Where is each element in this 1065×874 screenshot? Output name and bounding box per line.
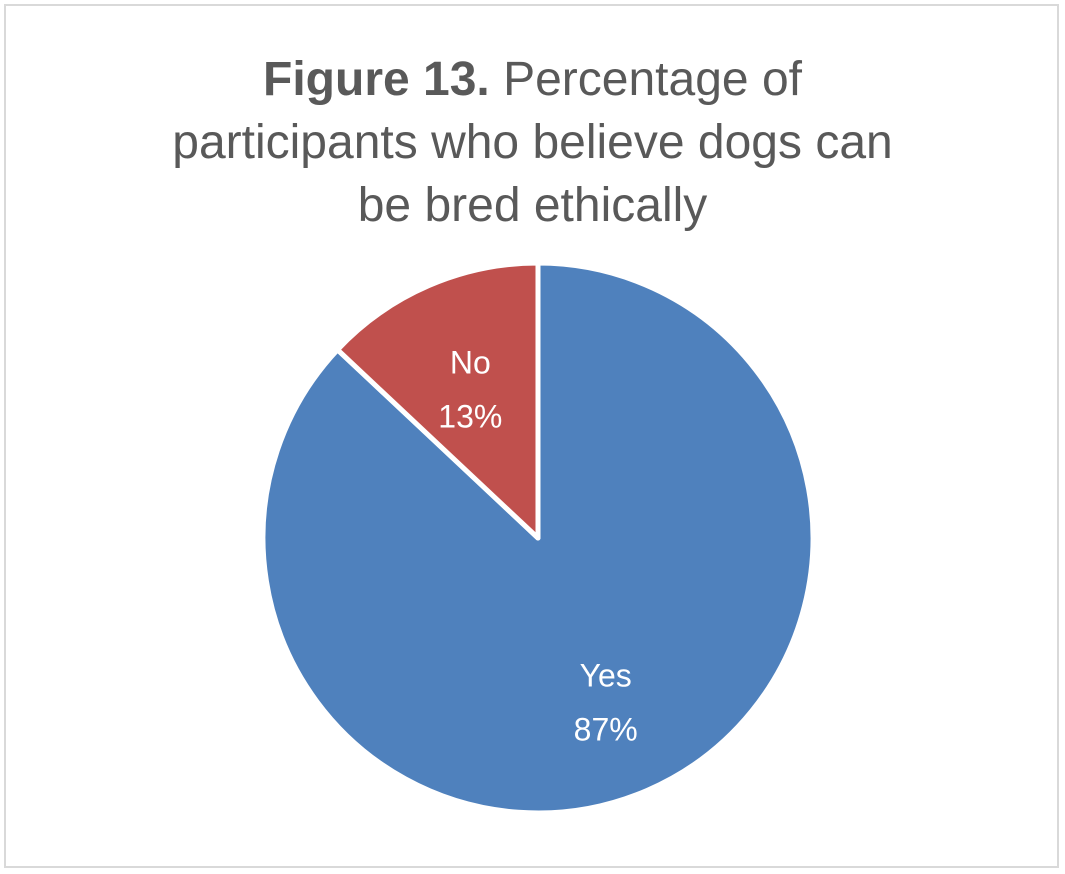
title-prefix: Figure 13.	[263, 53, 490, 106]
data-label-category: No	[450, 345, 491, 381]
pie-labels: Yes 87% No 13%	[438, 345, 637, 748]
title-line-3: be bred ethically	[357, 179, 708, 232]
title-line-2: participants who believe dogs can	[172, 116, 893, 169]
title-line-1: Figure 13. Percentage of	[0, 48, 1065, 111]
data-label-no: No 13%	[438, 345, 502, 435]
data-label-percent: 13%	[438, 399, 502, 435]
pie-slice-no	[335, 260, 541, 541]
pie-slice-yes	[260, 260, 816, 816]
data-label-yes: Yes 87%	[574, 658, 638, 748]
data-label-percent: 87%	[574, 712, 638, 748]
chart-title: Figure 13. Percentage of participants wh…	[0, 48, 1065, 237]
data-label-category: Yes	[580, 658, 632, 694]
pie-slices	[260, 260, 816, 816]
title-text-1: Percentage of	[503, 53, 802, 106]
